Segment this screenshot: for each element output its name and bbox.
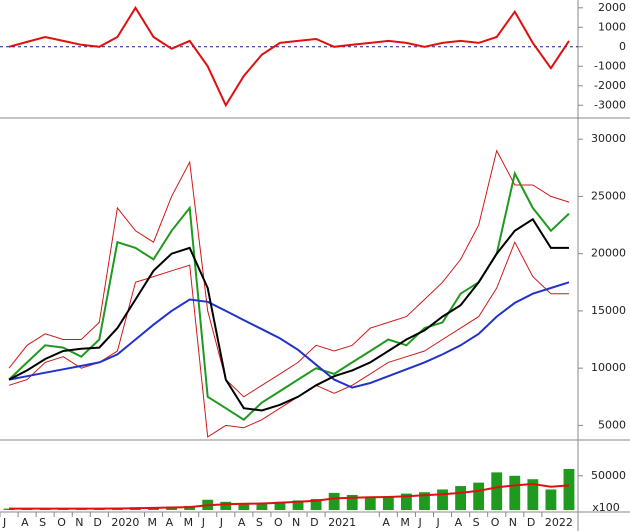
series-line — [9, 482, 570, 510]
x-tick-label: N — [75, 516, 83, 529]
y-tick-label: 0 — [619, 40, 626, 53]
x-tick-label: J — [417, 516, 421, 529]
volume-bar — [220, 501, 232, 510]
y-tick-label: 25000 — [591, 189, 626, 202]
volume-bar — [400, 493, 412, 510]
x-tick-label: S — [473, 516, 480, 529]
volume-bar — [238, 504, 250, 510]
x-tick-label: J — [219, 516, 223, 529]
volume-bar — [274, 501, 286, 510]
volume-bar — [310, 499, 322, 510]
series-line — [8, 217, 569, 412]
volume-bar — [473, 482, 485, 510]
x-tick-label: O — [491, 516, 500, 529]
y-tick-label: 50000 — [591, 469, 626, 482]
x-tick-label: N — [509, 516, 517, 529]
x-tick-label: 2021 — [328, 516, 356, 529]
x-tick-label: N — [292, 516, 300, 529]
y-tick-label: -1000 — [594, 59, 626, 72]
x-tick-label: M — [148, 516, 158, 529]
y-tick-label: 10000 — [591, 361, 626, 374]
series-line — [8, 5, 570, 108]
x-tick-label: A — [455, 516, 463, 529]
series-line — [8, 170, 570, 421]
volume-bar — [364, 497, 376, 510]
y-tick-label: 30000 — [591, 132, 626, 145]
x-tick-label: D — [527, 516, 535, 529]
x-tick-label: A — [382, 516, 390, 529]
volume-bar — [527, 479, 539, 510]
volume-bar — [509, 475, 521, 510]
x-tick-label: J — [436, 516, 440, 529]
x-tick-label: J — [2, 516, 6, 529]
volume-bar — [328, 492, 340, 510]
y-tick-label: -2000 — [594, 79, 626, 92]
x-tick-label: O — [57, 516, 66, 529]
volume-bar — [292, 500, 304, 510]
y-tick-label: -3000 — [594, 98, 626, 111]
y-tick-label: 5000 — [598, 418, 626, 431]
series-line — [8, 149, 570, 398]
x-tick-label: D — [93, 516, 101, 529]
series-line — [8, 281, 570, 389]
y-tick-label: 15000 — [591, 304, 626, 317]
volume-bar — [419, 492, 430, 510]
x-tick-label: S — [39, 516, 46, 529]
x-tick-label: O — [274, 516, 283, 529]
x-tick-label: 2022 — [545, 516, 573, 529]
x-tick-label: J — [201, 516, 205, 529]
x-tick-label: 2020 — [111, 516, 139, 529]
volume-bar — [455, 486, 467, 510]
x-tick-label: M — [184, 516, 194, 529]
volume-bar — [491, 472, 503, 510]
volume-bar — [346, 494, 358, 510]
x-tick-label: A — [166, 516, 174, 529]
x-tick-label: S — [256, 516, 263, 529]
y-tick-label: 1000 — [598, 20, 626, 33]
x-tick-label: A — [21, 516, 29, 529]
x-tick-label: A — [238, 516, 246, 529]
y-tick-label: 2000 — [598, 1, 626, 14]
x-tick-label: D — [310, 516, 318, 529]
volume-bar — [563, 468, 575, 510]
volume-bar — [437, 489, 448, 510]
unit-label: x100 — [592, 501, 620, 514]
volume-bar — [545, 489, 557, 510]
x-tick-label: M — [400, 516, 410, 529]
volume-bar — [256, 503, 268, 510]
volume-bar — [382, 496, 394, 510]
y-tick-label: 20000 — [591, 247, 626, 260]
